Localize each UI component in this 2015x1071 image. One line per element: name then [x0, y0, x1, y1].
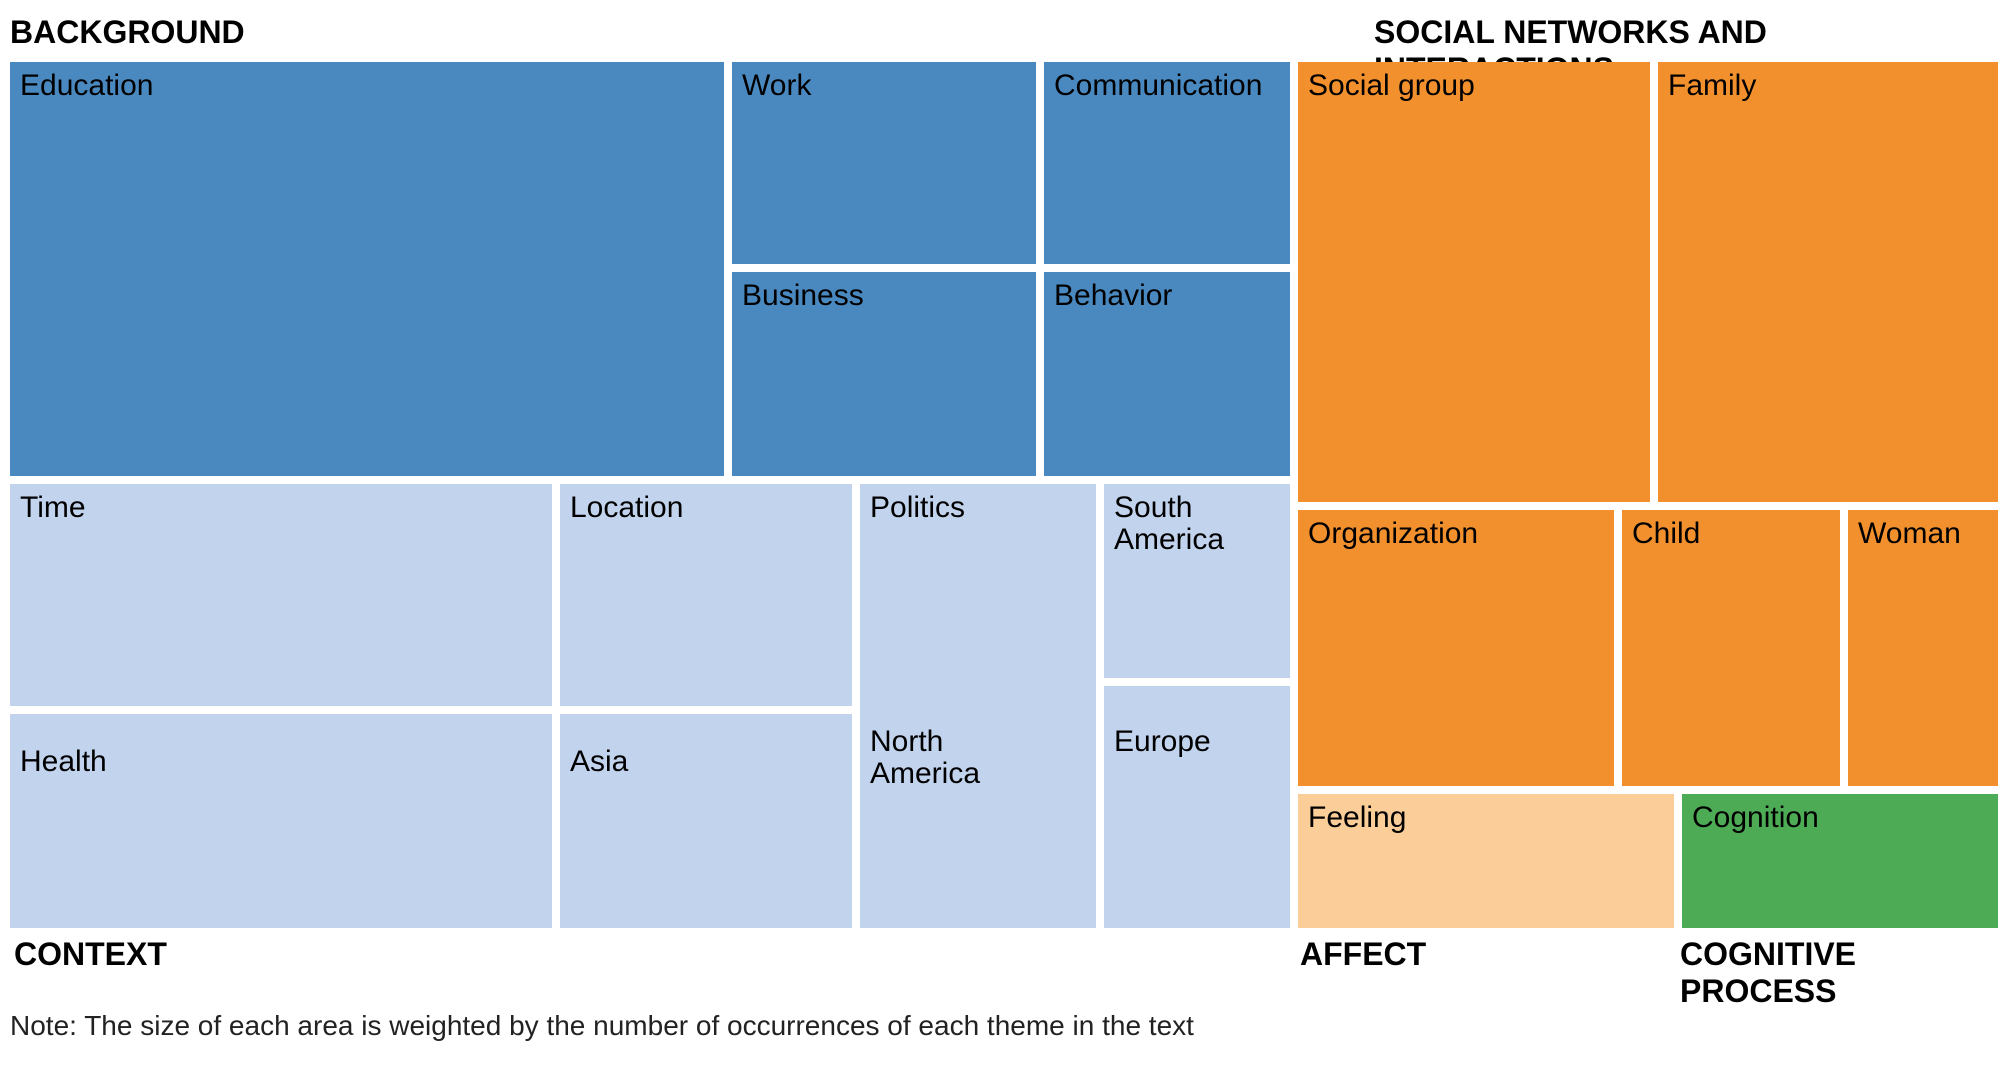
- treemap-chart: BACKGROUNDSOCIAL NETWORKS AND INTERACTIO…: [0, 0, 2015, 1071]
- treemap-cell: Family: [1658, 62, 1998, 502]
- treemap-cell: SouthAmerica: [1104, 484, 1290, 678]
- group-label: AFFECT: [1300, 936, 1426, 973]
- treemap-cell: Asia: [560, 714, 852, 928]
- treemap-cell: Feeling: [1298, 794, 1674, 928]
- group-label: BACKGROUND: [10, 14, 245, 51]
- treemap-cell: Behavior: [1044, 272, 1290, 476]
- treemap-cell: Communication: [1044, 62, 1290, 264]
- treemap-cell: Child: [1622, 510, 1840, 786]
- treemap-cell: Business: [732, 272, 1036, 476]
- treemap-cell: Work: [732, 62, 1036, 264]
- treemap-cell: Education: [10, 62, 724, 476]
- treemap-cell: Time: [10, 484, 552, 706]
- treemap-cell: Cognition: [1682, 794, 1998, 928]
- treemap-cell: Woman: [1848, 510, 1998, 786]
- treemap-cell: Organization: [1298, 510, 1614, 786]
- treemap-cell: Europe: [1104, 686, 1290, 928]
- group-label: COGNITIVE PROCESS: [1680, 936, 2015, 1010]
- treemap-cell: NorthAmerica: [860, 686, 1096, 928]
- chart-note: Note: The size of each area is weighted …: [10, 1010, 1194, 1042]
- group-label: CONTEXT: [14, 936, 167, 973]
- treemap-cell: Location: [560, 484, 852, 706]
- treemap-cell: Politics: [860, 484, 1096, 706]
- treemap-cell: Health: [10, 714, 552, 928]
- treemap-cell: Social group: [1298, 62, 1650, 502]
